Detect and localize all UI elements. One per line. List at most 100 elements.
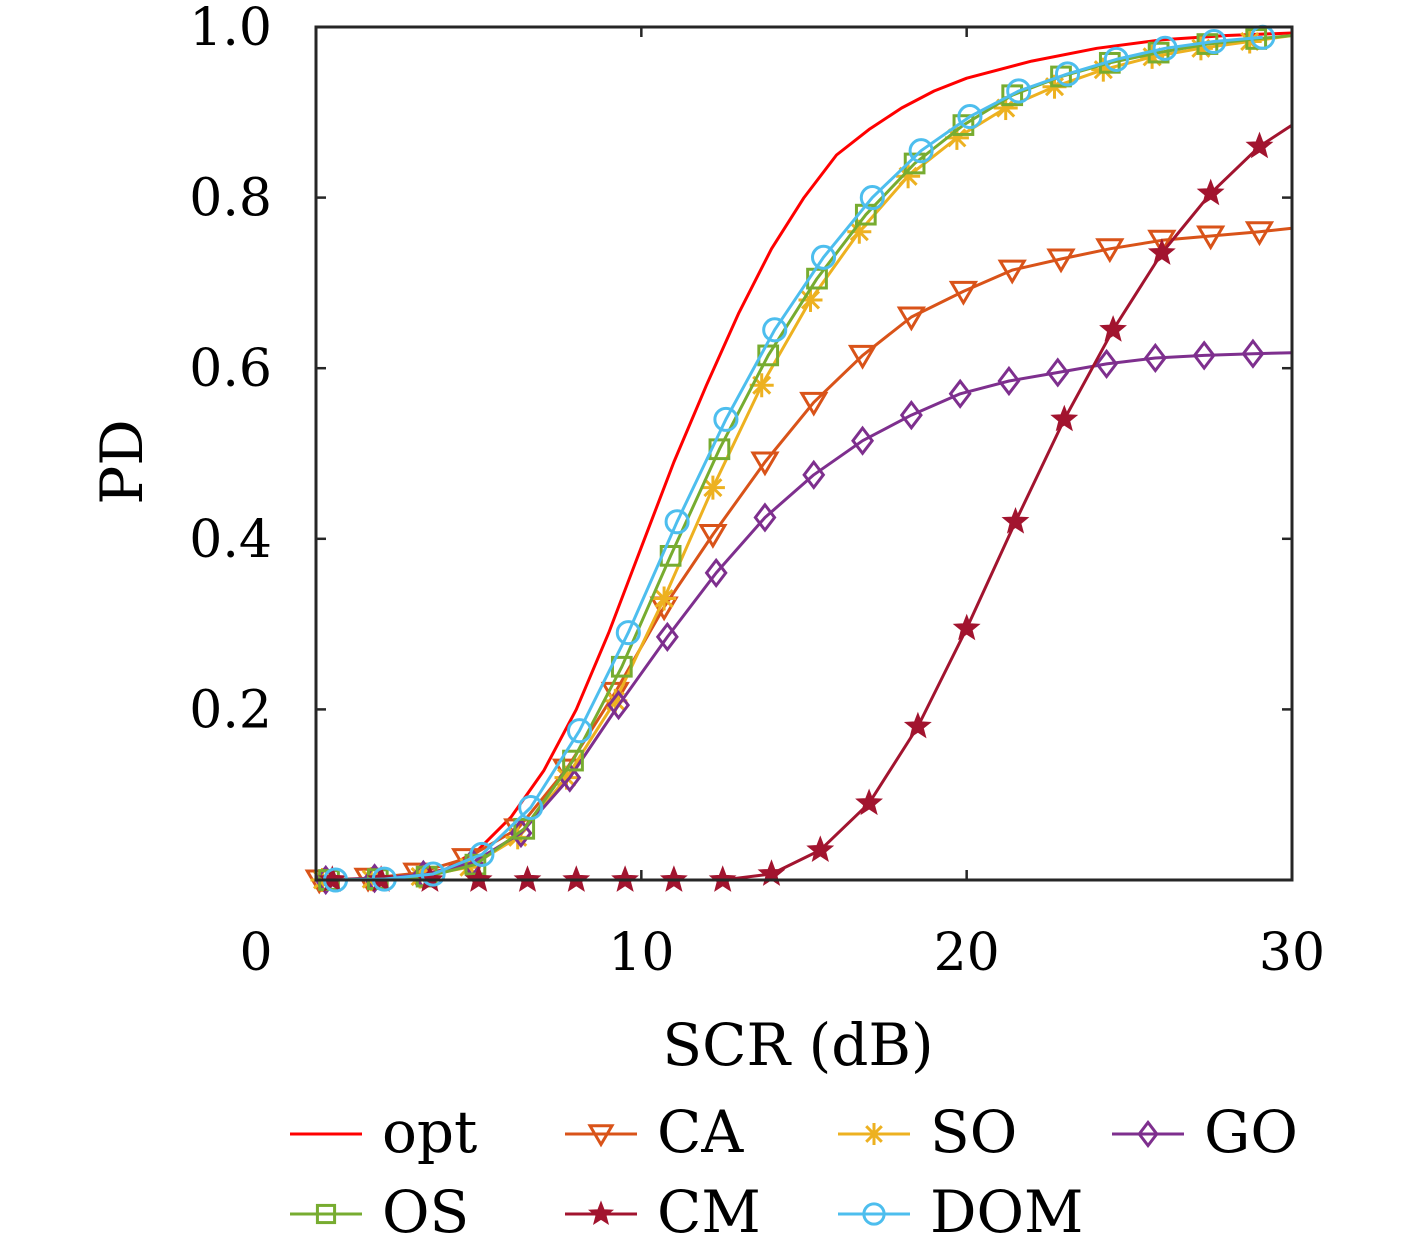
data-point-ca: [799, 391, 829, 417]
data-point-cm: [1245, 131, 1274, 159]
data-point-so: [700, 475, 725, 500]
asterisk-stroke: [865, 1125, 883, 1143]
data-point-ca: [896, 306, 926, 332]
y-tick-label: 0.8: [189, 169, 272, 229]
series-line-ca: [319, 226, 1293, 882]
data-point-dom: [469, 841, 495, 867]
data-point-cm: [1147, 238, 1176, 265]
data-point-go: [1241, 338, 1265, 369]
series-cm: [318, 123, 1293, 892]
data-point-go: [1143, 342, 1167, 374]
legend-marker: [862, 1202, 886, 1226]
asterisk-stroke: [1240, 31, 1260, 52]
legend: opt CA SO GO OS CM DOM: [290, 1098, 1298, 1246]
series-dom: [322, 24, 1276, 893]
data-point-dom: [1103, 46, 1129, 72]
y-tick-label: 0.6: [189, 339, 272, 399]
series-line-os: [328, 34, 1293, 882]
data-point-os: [757, 344, 780, 367]
data-point-ca: [948, 280, 979, 306]
data-point-cm: [806, 835, 835, 862]
data-point-dom: [762, 317, 788, 343]
data-point-ca: [1196, 225, 1226, 251]
data-point-os: [903, 152, 926, 175]
asterisk-stroke: [654, 588, 674, 609]
data-point-dom: [1152, 35, 1178, 61]
y-tick-label: 1.0: [189, 0, 272, 58]
asterisk-stroke: [947, 128, 967, 148]
legend-item-ca: CA: [565, 1098, 744, 1166]
data-point-dom: [957, 104, 983, 130]
series-layer: [304, 24, 1293, 896]
data-point-os: [1001, 84, 1024, 107]
data-point-ca: [997, 259, 1027, 285]
data-point-ca: [1095, 238, 1125, 264]
asterisk-stroke: [996, 98, 1016, 118]
y-tick-label: 0.4: [189, 510, 272, 570]
data-point-so: [1188, 36, 1213, 61]
series-line-cm: [332, 123, 1293, 882]
data-point-dom: [1006, 78, 1032, 104]
data-point-go: [1095, 348, 1119, 380]
data-point-cm: [903, 711, 932, 739]
series-line-go: [325, 351, 1293, 882]
legend-item-go: GO: [1112, 1098, 1298, 1166]
data-point-dom: [420, 861, 446, 887]
data-point-dom: [615, 620, 641, 646]
legend-label: GO: [1204, 1098, 1298, 1166]
data-point-go: [802, 459, 826, 490]
data-point-so: [652, 586, 677, 611]
data-point-go: [899, 400, 923, 431]
data-point-ca: [750, 451, 780, 477]
data-point-ca: [698, 524, 728, 549]
legend-item-os: OS: [290, 1178, 469, 1246]
y-axis-title: PD: [88, 419, 156, 505]
data-point-dom: [859, 185, 885, 211]
legend-item-cm: CM: [565, 1178, 761, 1246]
legend-marker: [1137, 1119, 1159, 1149]
legend-label: DOM: [930, 1178, 1083, 1246]
data-point-dom: [1201, 28, 1227, 55]
data-point-dom: [518, 794, 544, 821]
data-point-go: [851, 425, 875, 456]
y-tick-label: 0.2: [189, 680, 272, 740]
data-point-go: [1192, 340, 1216, 371]
legend-item-opt: opt: [290, 1098, 477, 1166]
data-point-ca: [1244, 221, 1275, 247]
data-point-cm: [1050, 404, 1079, 432]
data-point-cm: [1099, 315, 1127, 342]
series-so: [310, 29, 1293, 892]
data-point-go: [704, 557, 728, 588]
data-point-go: [948, 378, 972, 409]
legend-label: CM: [657, 1178, 761, 1246]
legend-label: OS: [382, 1178, 469, 1246]
x-tick-label: 10: [608, 923, 674, 983]
data-point-go: [1046, 357, 1070, 388]
series-os: [318, 28, 1293, 891]
legend-item-dom: DOM: [838, 1178, 1083, 1246]
data-point-ca: [1147, 229, 1177, 255]
data-point-go: [997, 365, 1021, 397]
series-line-dom: [335, 35, 1263, 882]
legend-marker: [587, 1124, 615, 1148]
data-point-dom: [1054, 61, 1081, 87]
data-point-go: [753, 502, 777, 533]
series-line-so: [322, 34, 1293, 882]
data-point-dom: [713, 406, 739, 432]
data-point-dom: [566, 718, 593, 744]
axes: 0 10 20 30 0.2 0.4 0.6 0.8 1.0 SCR (dB) PD: [88, 0, 1325, 1079]
data-point-go: [655, 621, 679, 652]
series-go: [314, 338, 1293, 896]
data-point-cm: [952, 613, 981, 641]
asterisk-stroke: [849, 222, 869, 242]
data-point-so: [896, 164, 921, 189]
x-tick-label: 20: [934, 923, 1000, 983]
data-point-dom: [664, 509, 690, 535]
series-line-opt: [315, 31, 1293, 882]
legend-label: opt: [382, 1098, 477, 1166]
data-point-os: [562, 749, 584, 772]
data-point-ca: [1046, 248, 1076, 274]
data-point-go: [607, 690, 631, 721]
legend-label: CA: [657, 1098, 744, 1166]
